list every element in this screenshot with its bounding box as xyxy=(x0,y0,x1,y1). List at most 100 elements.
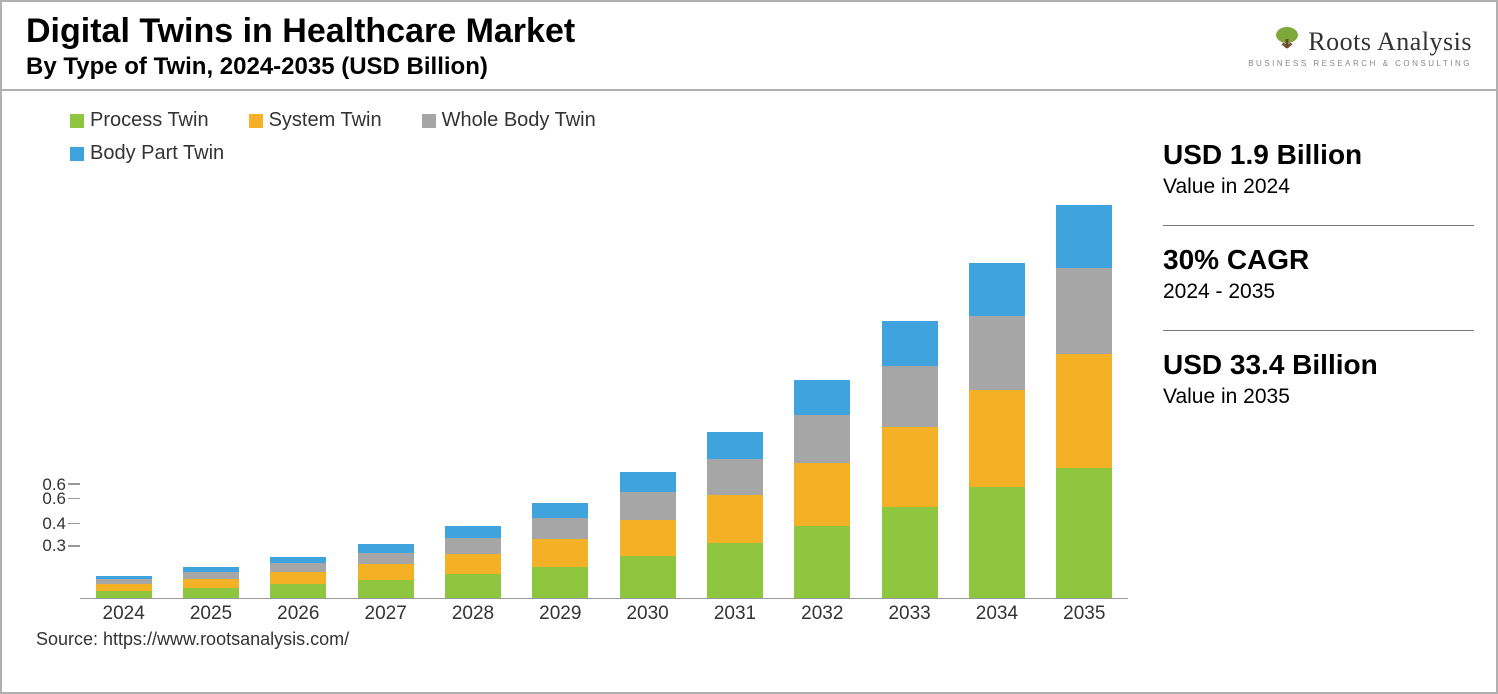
legend-swatch xyxy=(70,114,84,128)
y-axis-tick-mark xyxy=(68,483,80,485)
bar-column xyxy=(255,557,342,598)
bar-segment xyxy=(882,366,938,427)
y-axis-tick-label: 0.6 xyxy=(28,490,66,507)
chart-title: Digital Twins in Healthcare Market xyxy=(26,12,575,51)
bar-segment xyxy=(270,557,326,564)
x-axis-label: 2025 xyxy=(167,599,254,627)
bar-segment xyxy=(1056,354,1112,468)
chart-card: Digital Twins in Healthcare Market By Ty… xyxy=(0,0,1498,694)
legend-swatch xyxy=(422,114,436,128)
legend-item: System Twin xyxy=(249,109,382,132)
bar-column xyxy=(517,503,604,598)
bar-stack xyxy=(445,526,501,598)
bar-column xyxy=(691,432,778,598)
y-axis-tick-mark xyxy=(68,545,80,547)
bar-segment xyxy=(358,580,414,598)
x-axis-label: 2029 xyxy=(517,599,604,627)
bar-segment xyxy=(1056,205,1112,268)
y-axis-tick: 0.3 xyxy=(28,537,80,554)
bar-segment xyxy=(969,390,1025,487)
legend-label: Process Twin xyxy=(90,109,209,132)
y-axis-tick-label: 0.3 xyxy=(28,537,66,554)
bar-segment xyxy=(1056,468,1112,598)
bar-column xyxy=(1041,205,1128,598)
bar-segment xyxy=(969,487,1025,598)
bar-column xyxy=(80,576,167,598)
bar-segment xyxy=(270,563,326,572)
chart-subtitle: By Type of Twin, 2024-2035 (USD Billion) xyxy=(26,53,575,81)
legend-label: System Twin xyxy=(269,109,382,132)
bar-segment xyxy=(532,503,588,518)
x-axis-label: 2033 xyxy=(866,599,953,627)
bar-segment xyxy=(270,572,326,584)
bar-stack xyxy=(183,567,239,598)
bar-stack xyxy=(96,576,152,598)
plot xyxy=(80,187,1128,599)
bar-segment xyxy=(532,567,588,598)
stat-headline: USD 33.4 Billion xyxy=(1163,349,1474,381)
x-axis-label: 2031 xyxy=(691,599,778,627)
bar-segment xyxy=(445,538,501,554)
bar-stack xyxy=(532,503,588,598)
y-axis-tick: 0.4 xyxy=(28,515,80,532)
y-axis-tick: 0.6 xyxy=(28,490,80,507)
legend-item: Body Part Twin xyxy=(70,142,224,165)
bar-segment xyxy=(620,472,676,492)
stat-subtext: Value in 2035 xyxy=(1163,385,1474,409)
bar-stack xyxy=(1056,205,1112,598)
bar-segment xyxy=(183,588,239,598)
y-axis-ticks: 0.60.60.40.3 xyxy=(28,187,80,599)
legend-label: Body Part Twin xyxy=(90,142,224,165)
bar-segment xyxy=(1056,268,1112,354)
bar-segment xyxy=(620,556,676,598)
x-axis-label: 2035 xyxy=(1041,599,1128,627)
bar-segment xyxy=(532,518,588,539)
bar-segment xyxy=(969,316,1025,390)
chart-panel: Process Twin System Twin Whole Body Twin Bo… xyxy=(2,91,1146,692)
bar-segment xyxy=(358,544,414,553)
plot-area: 0.60.60.40.3 202420252026202720282029203… xyxy=(28,187,1136,627)
bar-segment xyxy=(882,321,938,365)
bar-segment xyxy=(882,427,938,507)
x-axis-label: 2028 xyxy=(429,599,516,627)
bar-stack xyxy=(969,263,1025,598)
x-axis-label: 2030 xyxy=(604,599,691,627)
bar-segment xyxy=(96,591,152,598)
stat-block: USD 33.4 Billion Value in 2035 xyxy=(1163,331,1474,435)
body: Process Twin System Twin Whole Body Twin Bo… xyxy=(2,91,1496,692)
bar-stack xyxy=(707,432,763,598)
source-citation: Source: https://www.rootsanalysis.com/ xyxy=(20,627,1136,654)
stat-block: USD 1.9 BillionValue in 2024 xyxy=(1163,121,1474,225)
legend: Process Twin System Twin Whole Body Twin Bo… xyxy=(70,109,630,165)
bar-segment xyxy=(794,380,850,415)
legend-item: Process Twin xyxy=(70,109,209,132)
x-axis-label: 2034 xyxy=(953,599,1040,627)
title-block: Digital Twins in Healthcare Market By Ty… xyxy=(26,12,575,81)
bar-segment xyxy=(183,572,239,579)
bar-column xyxy=(604,472,691,598)
bar-segment xyxy=(620,492,676,520)
stat-headline: USD 1.9 Billion xyxy=(1163,139,1474,171)
y-axis-tick-mark xyxy=(68,523,80,525)
bar-segment xyxy=(445,574,501,598)
bar-segment xyxy=(707,543,763,598)
legend-swatch xyxy=(70,147,84,161)
bar-segment xyxy=(707,495,763,543)
bar-segment xyxy=(794,463,850,526)
brand-name: Roots Analysis xyxy=(1308,27,1472,56)
bar-column xyxy=(779,380,866,598)
x-axis-label: 2032 xyxy=(779,599,866,627)
stats-panel: USD 1.9 BillionValue in 202430% CAGR2024… xyxy=(1146,91,1496,692)
y-axis-tick-mark xyxy=(68,498,80,500)
bars-container xyxy=(80,187,1128,598)
x-axis-label: 2026 xyxy=(255,599,342,627)
bar-stack xyxy=(620,472,676,598)
bar-segment xyxy=(707,459,763,496)
x-axis-label: 2024 xyxy=(80,599,167,627)
bar-segment xyxy=(270,584,326,598)
bar-segment xyxy=(445,526,501,537)
bar-segment xyxy=(882,507,938,598)
legend-label: Whole Body Twin xyxy=(442,109,596,132)
x-axis-labels: 2024202520262027202820292030203120322033… xyxy=(80,599,1128,627)
stat-block: 30% CAGR2024 - 2035 xyxy=(1163,226,1474,330)
